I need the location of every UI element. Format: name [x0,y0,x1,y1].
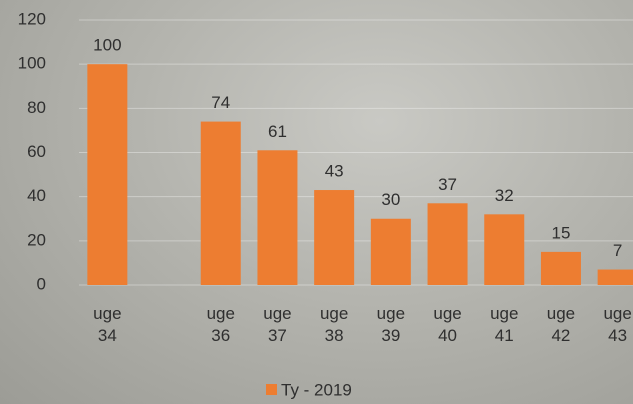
data-label: 100 [93,36,121,55]
x-tick-label: uge 43 [601,303,633,347]
bar [598,270,633,285]
bar [314,190,354,285]
data-label: 74 [211,93,230,112]
x-tick-label: uge 42 [544,303,578,347]
y-tick-label: 60 [27,142,46,161]
data-label: 7 [613,241,622,260]
y-tick-label: 20 [27,230,46,249]
bar [428,203,468,285]
x-tick-label: uge 38 [317,303,351,347]
data-label: 32 [495,186,514,205]
bar [371,219,411,285]
data-label: 37 [438,175,457,194]
bar [257,150,297,285]
data-label: 15 [551,223,570,242]
y-tick-label: 100 [18,54,46,73]
bar [541,252,581,285]
x-tick-label: uge 37 [260,303,294,347]
data-label: 43 [325,162,344,181]
legend-label: Ty - 2019 [281,380,352,399]
y-tick-label: 0 [37,274,46,293]
y-tick-label: 120 [18,9,46,28]
x-tick-label: uge 34 [90,303,124,347]
bar [201,122,241,285]
x-tick-label: uge 36 [204,303,238,347]
x-tick-label: uge 40 [431,303,465,347]
data-label: 61 [268,122,287,141]
legend-swatch [266,384,277,395]
bar [87,64,127,285]
y-tick-label: 40 [27,186,46,205]
y-tick-label: 80 [27,98,46,117]
x-tick-label: uge 39 [374,303,408,347]
data-label: 30 [381,190,400,209]
chart-area: 0 20 40 60 80 100 120 100 74 61 43 30 37 32 15 7 Ty - 20… [0,0,633,404]
x-tick-label: uge 41 [487,303,521,347]
bar [484,214,524,285]
